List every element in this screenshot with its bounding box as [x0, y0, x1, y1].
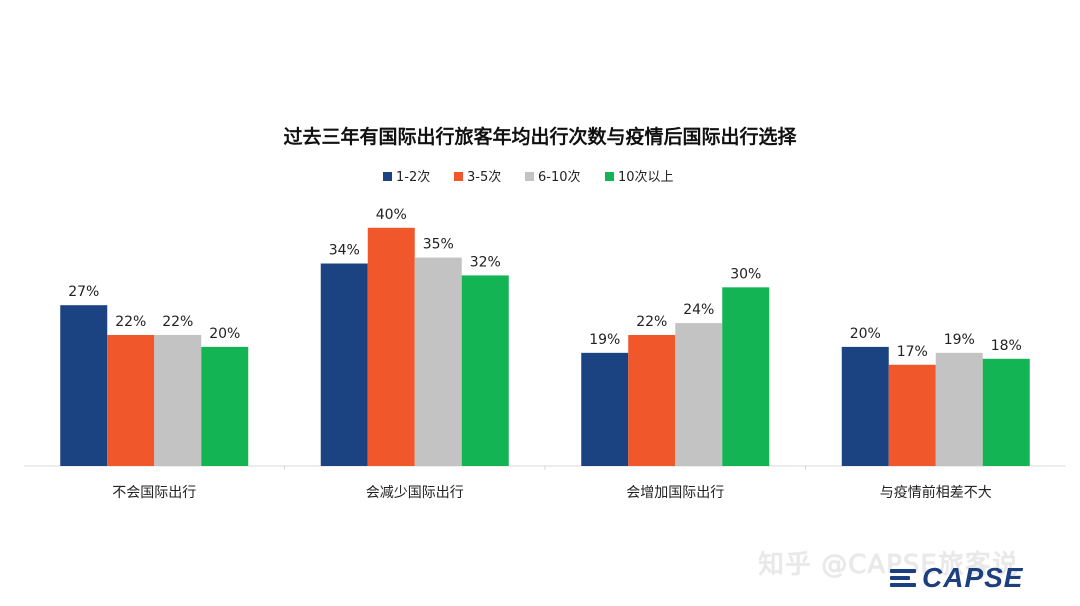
data-label-4-4: 18%	[991, 338, 1022, 354]
legend-swatch-4	[605, 172, 614, 181]
data-label-4-3: 19%	[944, 332, 975, 348]
bar-3-3	[675, 323, 723, 466]
data-label-4-1: 20%	[850, 326, 881, 342]
bar-3-4	[722, 287, 770, 466]
data-label-1-1: 27%	[68, 284, 99, 300]
legend: 1-2次 3-5次 6-10次 10次以上	[383, 169, 674, 185]
bar-1-3	[154, 334, 202, 466]
data-label-3-3: 24%	[683, 302, 714, 318]
data-label-4-2: 17%	[897, 344, 928, 360]
legend-label-4: 10次以上	[618, 169, 674, 185]
data-label-3-1: 19%	[589, 332, 620, 348]
category-label-4: 与疫情前相差不大	[880, 484, 992, 501]
bar-3-1	[581, 352, 629, 466]
category-label-2: 会减少国际出行	[366, 485, 464, 501]
bar-3-2	[628, 334, 676, 466]
data-label-1-4: 20%	[209, 326, 240, 342]
legend-swatch-1	[383, 172, 392, 181]
legend-swatch-3	[525, 172, 534, 181]
bar-1-4	[201, 346, 249, 466]
watermark: 知乎 @CAPSE旅客说	[758, 550, 1019, 580]
data-label-3-2: 22%	[636, 314, 667, 330]
data-label-1-3: 22%	[162, 314, 193, 330]
data-label-2-1: 34%	[329, 243, 360, 259]
bar-2-3	[414, 257, 462, 466]
bar-1-1	[60, 305, 108, 466]
bar-2-4	[461, 275, 509, 466]
data-labels: 27% 22% 22% 20% 34% 40% 35% 32% 19% 22% 24% 30% 20% 1…	[68, 207, 1022, 360]
bar-2-2	[367, 227, 415, 466]
data-label-2-4: 32%	[470, 254, 501, 270]
legend-swatch-2	[454, 172, 463, 181]
bar-1-2	[107, 334, 155, 466]
bar-4-4	[982, 358, 1030, 466]
data-label-2-3: 35%	[423, 237, 454, 253]
logo-mark-icon	[890, 569, 916, 587]
legend-label-1: 1-2次	[396, 169, 430, 185]
bar-2-1	[320, 263, 368, 466]
data-label-1-2: 22%	[115, 314, 146, 330]
logo-text: CAPSE	[922, 562, 1024, 593]
bar-4-2	[888, 364, 936, 466]
category-labels: 不会国际出行 会减少国际出行 会增加国际出行 与疫情前相差不大	[112, 466, 992, 501]
bar-group	[60, 227, 1030, 466]
category-label-3: 会增加国际出行	[626, 485, 724, 501]
logo: CAPSE	[890, 562, 1023, 594]
category-label-1: 不会国际出行	[112, 485, 196, 501]
chart-title: 过去三年有国际出行旅客年均出行次数与疫情后国际出行选择	[283, 125, 797, 148]
bar-4-3	[935, 352, 983, 466]
legend-label-2: 3-5次	[467, 169, 501, 185]
data-label-3-4: 30%	[730, 266, 761, 282]
data-label-2-2: 40%	[376, 207, 407, 223]
bar-4-1	[841, 346, 889, 466]
legend-label-3: 6-10次	[538, 169, 581, 185]
